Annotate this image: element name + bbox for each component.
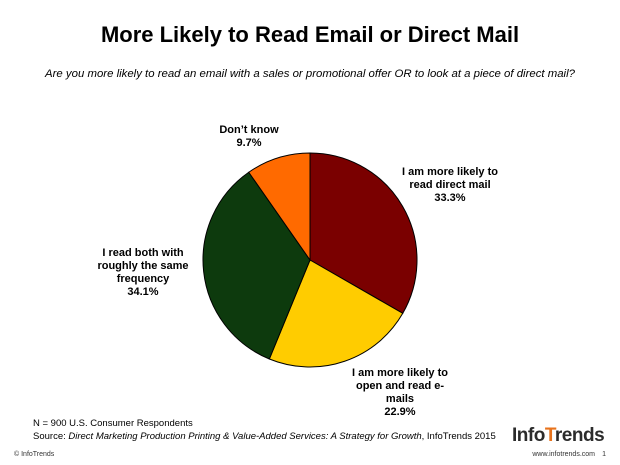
pie-label-2: I am more likely to open and read e-mails…	[352, 367, 448, 418]
slice-value-label: 22.9%	[384, 406, 415, 418]
slice-value-label: 9.7%	[236, 137, 261, 149]
slice-text-line: Don’t know	[219, 124, 279, 136]
source-title: Direct Marketing Production Printing & V…	[68, 431, 422, 442]
logo-t-mark: T	[544, 425, 556, 446]
slice-text-line: mails	[386, 393, 414, 405]
source-prefix: Source:	[33, 431, 69, 442]
chart-subtitle: Are you more likely to read an email wit…	[45, 68, 575, 80]
pie-slice-4	[248, 152, 311, 262]
pie-slice-3	[202, 171, 311, 360]
pie-label-4: Don’t know 9.7%	[219, 124, 279, 149]
slice-value-label: 33.3%	[434, 192, 465, 204]
slice-text-line: frequency	[117, 273, 170, 285]
slice-text-line: I am more likely to	[352, 367, 448, 379]
logo-text-rends: rends	[554, 425, 605, 446]
respondents-note: N = 900 U.S. Consumer Respondents	[33, 418, 193, 429]
slice-text-line: open and read e-	[356, 380, 444, 392]
website-url: www.infotrends.com	[532, 451, 595, 458]
slice-text-line: roughly the same	[97, 260, 188, 272]
pie-slice-2	[268, 259, 404, 368]
copyright: © InfoTrends	[14, 451, 55, 458]
logo-text-info: Info	[512, 425, 545, 446]
slice-text-line: I am more likely to	[402, 166, 498, 178]
pie-slice-1	[309, 152, 418, 314]
source-note: Source: Direct Marketing Production Prin…	[33, 431, 496, 442]
chart-title: More Likely to Read Email or Direct Mail	[100, 22, 520, 47]
page-number: 1	[602, 451, 606, 458]
slice-text-line: I read both with	[102, 247, 184, 259]
slice-text-line: read direct mail	[409, 179, 490, 191]
pie-label-1: I am more likely to read direct mail 33.3%	[402, 166, 498, 204]
slice-value-label: 34.1%	[127, 286, 158, 298]
source-suffix: , InfoTrends 2015	[421, 431, 496, 442]
pie-label-3: I read both with roughly the same frequenc…	[97, 247, 188, 298]
infotrends-logo: InfoTrends	[512, 425, 605, 447]
